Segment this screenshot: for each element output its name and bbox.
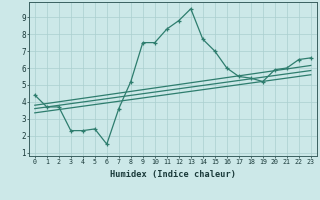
X-axis label: Humidex (Indice chaleur): Humidex (Indice chaleur) — [110, 170, 236, 179]
